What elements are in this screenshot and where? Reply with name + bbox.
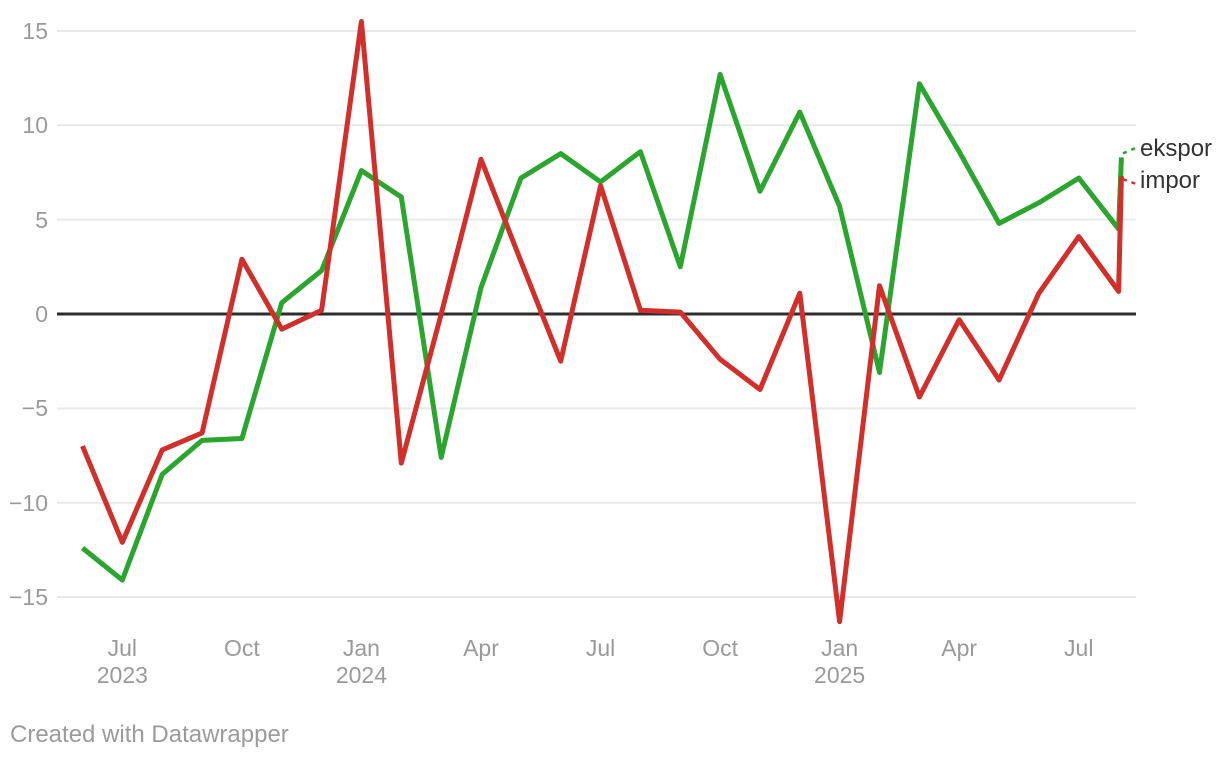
legend-connector-impor (1122, 178, 1138, 186)
x-tick-label: Jul (585, 635, 616, 661)
y-tick-label: 0 (35, 301, 48, 327)
y-tick-label: 15 (22, 17, 48, 44)
y-tick-label: −10 (8, 489, 48, 516)
x-tick-label: Jan 2025 (795, 635, 885, 689)
legend-connector-ekspor (1122, 146, 1138, 155)
legend-label-impor: impor (1140, 167, 1201, 194)
x-tick-year: 2024 (335, 662, 388, 688)
x-tick-label: Jan 2024 (316, 635, 406, 689)
x-tick-label: Apr (463, 635, 499, 661)
datawrapper-credit-link[interactable]: Created with Datawrapper (10, 721, 289, 748)
x-tick-label: Oct (702, 635, 738, 661)
x-tick-label: Jul 2023 (77, 635, 167, 689)
x-tick-year: 2025 (814, 662, 866, 688)
y-tick-label: −5 (21, 395, 48, 422)
x-tick-label: Jul (1064, 635, 1094, 661)
x-tick-year: 2023 (96, 662, 148, 688)
y-tick-label: 5 (35, 206, 48, 233)
x-tick-label: Apr (941, 635, 978, 661)
y-tick-label: −15 (8, 584, 48, 611)
x-tick-label: Oct (224, 635, 260, 661)
series-line-ekspor[interactable] (80, 71, 1124, 583)
y-tick-label: 10 (22, 112, 48, 139)
legend-label-ekspor: ekspor (1140, 135, 1213, 162)
series-line-impor[interactable] (80, 19, 1124, 625)
